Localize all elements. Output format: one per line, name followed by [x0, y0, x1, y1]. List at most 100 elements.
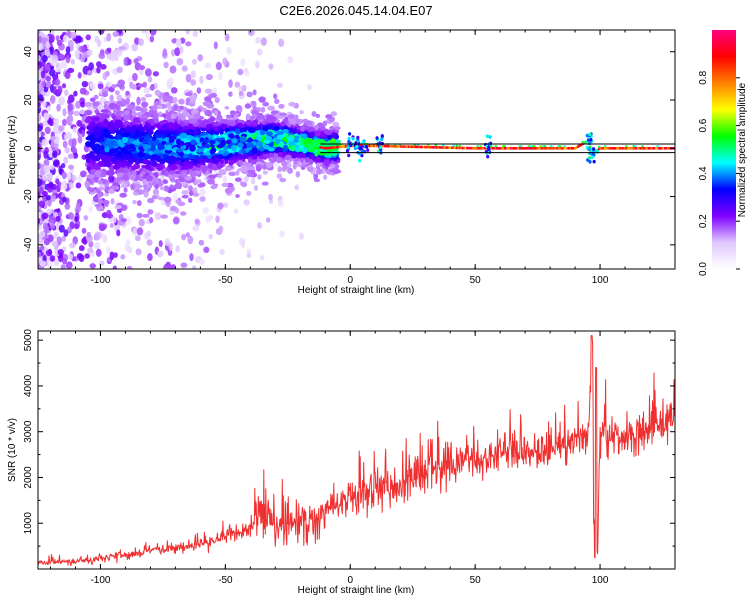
- spectrogram-band-cell: [183, 149, 192, 155]
- spectrogram-band-cell: [214, 158, 222, 162]
- snr-y-tick-label: 2000: [23, 466, 34, 489]
- spectrogram-ridge-cell: [653, 146, 656, 150]
- spectrogram-noise-cell: [38, 251, 42, 258]
- spectrogram-noise-cell: [38, 35, 43, 44]
- spectrogram-band-cell: [179, 211, 187, 216]
- spectrogram-noise-cell: [175, 245, 180, 253]
- spectrogram-noise-cell: [45, 63, 51, 71]
- spectrogram-noise-cell: [38, 217, 41, 224]
- spectrogram-ridge-edge-cell: [632, 145, 635, 148]
- spectrogram-reference-lines: [320, 143, 675, 154]
- spectrogram-noise-cell: [87, 247, 94, 254]
- spectrogram-band-cell: [136, 212, 143, 219]
- spectrogram-feature-cell: [587, 147, 591, 152]
- spectrogram-band-cell: [93, 127, 102, 133]
- spectrogram-core-cell: [187, 135, 195, 141]
- spectrogram-band-cell: [204, 96, 212, 102]
- spectrogram-noise-cell: [67, 67, 75, 74]
- spectrogram-noise-cell: [228, 79, 233, 88]
- spectrogram-ridge-cell: [614, 146, 617, 150]
- spectrogram-band-cell: [211, 165, 219, 171]
- spectrogram-ridge-cell: [665, 146, 668, 150]
- spectrogram-noise-cell: [92, 195, 99, 203]
- spectrogram-band-cell: [192, 187, 198, 194]
- spectrogram-band-cell: [107, 126, 114, 131]
- spectrogram-band-cell: [273, 126, 280, 131]
- spectrogram-band-cell: [87, 70, 92, 75]
- spectrogram-ridge-cell: [499, 146, 502, 150]
- spectrogram-band-cell: [303, 124, 310, 130]
- spectrogram-ridge-cell: [409, 145, 412, 149]
- spectrogram-band-cell: [102, 114, 110, 119]
- spectrogram-noise-cell: [41, 54, 48, 63]
- spectrogram-noise-cell: [133, 58, 139, 64]
- spectrogram-core-cell: [286, 136, 294, 142]
- spectrogram-noise-cell: [58, 165, 63, 175]
- spectrogram-band-cell: [169, 164, 178, 171]
- spectrogram-band-cell: [204, 88, 213, 94]
- spectrogram-band-cell: [245, 162, 253, 167]
- spectrogram-noise-cell: [74, 216, 79, 222]
- spectrogram-feature-cell: [358, 158, 362, 163]
- spectrogram-ridge-cell: [637, 146, 640, 150]
- spectrogram-noise-cell: [77, 72, 82, 79]
- spectrogram-band-cell: [200, 157, 207, 164]
- spectrogram-ridge-cell: [568, 146, 571, 150]
- spectrogram-core-cell: [283, 144, 288, 149]
- spectrogram-band-cell: [112, 181, 120, 187]
- spectrogram-band-cell: [224, 118, 229, 124]
- spectrogram-band-cell: [88, 122, 93, 127]
- spectrogram-band-cell: [306, 139, 312, 144]
- spectrogram-noise-cell: [45, 75, 52, 82]
- spectrogram-ridge-cell: [505, 146, 508, 150]
- spectrogram-ridge-edge-cell: [529, 145, 532, 148]
- spectrogram-ridge-cell: [599, 146, 602, 150]
- spectrogram-ridge-cell: [416, 145, 419, 149]
- spectrogram-noise-cell: [136, 200, 142, 207]
- spectrogram-ridge-cell: [404, 145, 407, 148]
- spectrogram-band-cell: [229, 110, 236, 115]
- figure-title: C2E6.2026.045.14.04.E07: [279, 3, 432, 18]
- spectrogram-core-cell: [263, 144, 270, 150]
- spectrogram-band-cell: [180, 115, 186, 121]
- spectrogram-core-cell: [210, 147, 217, 154]
- spectrogram-band-cell: [213, 121, 221, 127]
- spectrogram-band-cell: [175, 170, 180, 175]
- spectrogram-noise-cell: [259, 255, 265, 261]
- spectrogram-noise-cell: [38, 55, 41, 62]
- spectrogram-noise-cell: [260, 37, 267, 46]
- snr-x-ticks: -100 -50 0 50 100: [49, 331, 676, 586]
- spectrogram-noise-cell: [125, 216, 132, 225]
- snr-y-tick-label: 4000: [23, 374, 34, 397]
- spectrogram-y-tick-label: -40: [23, 237, 34, 252]
- spectrogram-noise-cell: [78, 245, 85, 252]
- spectrogram-band-cell: [100, 154, 106, 161]
- spectrogram-noise-cell: [240, 58, 246, 67]
- spectrogram-band-cell: [121, 154, 130, 161]
- spectrogram-band-cell: [94, 109, 99, 114]
- spectrogram-noise-cell: [69, 242, 76, 249]
- spectrogram-ridge-cell: [517, 146, 520, 150]
- spectrogram-noise-cell: [117, 37, 123, 44]
- spectrogram-noise-cell: [62, 196, 67, 203]
- spectrogram-ridge-edge-cell: [340, 143, 343, 146]
- spectrogram-ridge-cell: [605, 146, 608, 150]
- spectrogram-noise-cell: [198, 239, 205, 246]
- spectrogram-noise-cell: [50, 221, 55, 230]
- spectrogram-noise-cell: [198, 258, 205, 266]
- spectrogram-band-cell: [148, 217, 154, 224]
- spectrogram-band-cell: [147, 197, 155, 204]
- spectrogram-band-cell: [170, 113, 176, 120]
- spectrogram-ridge-cell: [640, 146, 643, 150]
- snr-x-tick-label: -100: [90, 575, 110, 586]
- spectrogram-band-cell: [111, 114, 117, 120]
- spectrogram-ridge-cell: [434, 146, 437, 149]
- spectrogram-ridge-cell: [551, 146, 554, 150]
- spectrogram-ridge-cell: [415, 145, 418, 149]
- spectrogram-noise-cell: [123, 57, 128, 66]
- spectrogram-ridge-cell: [502, 146, 505, 150]
- spectrogram-ridge-cell: [641, 146, 644, 150]
- spectrogram-ridge-cell: [643, 146, 646, 150]
- spectrogram-ridge-edge-cell: [503, 145, 506, 148]
- spectrogram-core-cell: [310, 140, 316, 148]
